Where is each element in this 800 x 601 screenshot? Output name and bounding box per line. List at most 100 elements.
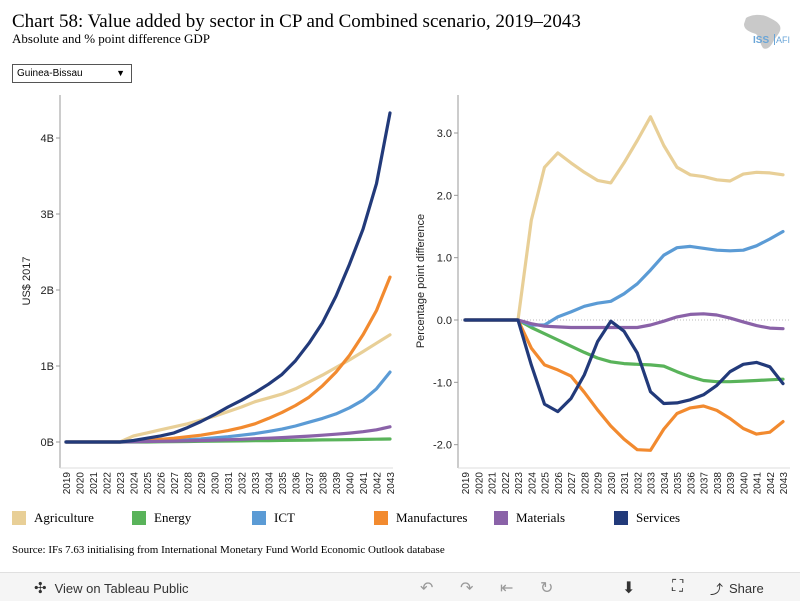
y-tick-label: 1B [41, 361, 54, 373]
share-button[interactable]: ⤴ Share [710, 579, 764, 598]
x-tick-label: 2040 [346, 472, 357, 495]
x-tick-label: 2031 [620, 472, 631, 495]
caret-down-icon: ▼ [116, 68, 125, 78]
x-tick-label: 2025 [143, 472, 154, 495]
series-line-manufactures[interactable] [463, 318, 785, 452]
x-tick-label: 2041 [753, 472, 764, 495]
view-on-tableau-link[interactable]: ✣ View on Tableau Public [34, 579, 189, 597]
x-tick-label: 2031 [224, 472, 235, 495]
series-line-agriculture[interactable] [463, 115, 785, 322]
tableau-toolbar: ✣ View on Tableau Public ↶ ↷ ⇤ ↻ ⬇ ⛶ ⤴ S… [0, 572, 800, 601]
y-tick-label: 0B [41, 437, 54, 449]
series-line-services[interactable] [463, 318, 785, 414]
x-tick-label: 2030 [211, 472, 222, 495]
x-tick-label: 2041 [359, 472, 370, 495]
x-tick-label: 2019 [62, 472, 73, 495]
x-tick-label: 2037 [700, 472, 711, 495]
x-tick-label: 2035 [673, 472, 684, 495]
x-tick-label: 2022 [501, 472, 512, 495]
x-tick-label: 2020 [474, 472, 485, 495]
x-tick-label: 2026 [554, 472, 565, 495]
x-tick-label: 2028 [580, 472, 591, 495]
x-tick-label: 2027 [170, 472, 181, 495]
x-tick-label: 2034 [660, 472, 671, 495]
legend-label: Services [636, 510, 681, 525]
x-tick-label: 2026 [157, 472, 168, 495]
x-tick-label: 2034 [265, 472, 276, 495]
x-tick-label: 2043 [386, 472, 397, 495]
legend-item-energy[interactable]: Energy [132, 510, 191, 526]
x-tick-label: 2036 [292, 472, 303, 495]
legend-label: Materials [516, 510, 566, 525]
x-tick-label: 2033 [647, 472, 658, 495]
x-tick-label: 2022 [103, 472, 114, 495]
x-tick-label: 2030 [607, 472, 618, 495]
x-tick-label: 2037 [305, 472, 316, 495]
x-tick-label: 2021 [89, 472, 100, 495]
series-line-agriculture[interactable] [64, 333, 392, 444]
source-note: Source: IFs 7.63 initialising from Inter… [12, 544, 445, 556]
series-line-manufactures[interactable] [64, 275, 392, 444]
x-tick-label: 2038 [713, 472, 724, 495]
dropdown-selected-value: Guinea-Bissau [17, 68, 83, 79]
x-tick-label: 2019 [461, 472, 472, 495]
pause-icon[interactable]: ↻ [540, 580, 554, 597]
y-tick-label: 3.0 [437, 128, 452, 140]
legend-swatch [374, 511, 388, 525]
y-tick-label: 4B [41, 133, 54, 145]
legend-swatch [252, 511, 266, 525]
x-tick-label: 2027 [567, 472, 578, 495]
x-tick-label: 2032 [633, 472, 644, 495]
revert-icon[interactable]: ⇤ [500, 580, 514, 597]
x-tick-label: 2024 [527, 472, 538, 495]
legend-item-materials[interactable]: Materials [494, 510, 565, 526]
y-tick-label: 2.0 [437, 190, 452, 202]
y-axis-title: US$ 2017 [21, 257, 33, 306]
y-axis-title: Percentage point difference [415, 214, 427, 348]
series-line-services[interactable] [64, 111, 392, 444]
y-tick-label: -2.0 [433, 440, 452, 452]
legend-label: Manufactures [396, 510, 468, 525]
legend-label: Energy [154, 510, 192, 525]
logo-text: ISS [753, 35, 769, 46]
share-label: Share [729, 581, 764, 596]
redo-icon[interactable]: ↷ [460, 580, 474, 597]
legend-item-manufactures[interactable]: Manufactures [374, 510, 467, 526]
x-tick-label: 2020 [76, 472, 87, 495]
y-tick-label: 2B [41, 285, 54, 297]
legend-item-ict[interactable]: ICT [252, 510, 295, 526]
share-icon: ⤴ [710, 582, 724, 597]
x-tick-label: 2039 [726, 472, 737, 495]
legend-swatch [132, 511, 146, 525]
x-tick-label: 2033 [251, 472, 262, 495]
iss-afi-logo: ISS AFI [744, 14, 790, 49]
download-icon[interactable]: ⬇ [622, 580, 636, 597]
x-tick-label: 2025 [541, 472, 552, 495]
legend-item-services[interactable]: Services [614, 510, 680, 526]
x-tick-label: 2028 [184, 472, 195, 495]
series-line-ict[interactable] [463, 229, 785, 327]
undo-icon[interactable]: ↶ [420, 580, 434, 597]
legend-swatch [614, 511, 628, 525]
x-tick-label: 2021 [488, 472, 499, 495]
legend-swatch [494, 511, 508, 525]
x-tick-label: 2024 [130, 472, 141, 495]
legend-item-agriculture[interactable]: Agriculture [12, 510, 94, 526]
fullscreen-icon[interactable]: ⛶ [672, 578, 684, 595]
chart-subtitle: Absolute and % point difference GDP [12, 31, 210, 46]
x-tick-label: 2036 [686, 472, 697, 495]
x-tick-label: 2032 [238, 472, 249, 495]
view-on-tableau-label: View on Tableau Public [54, 580, 189, 596]
legend-label: Agriculture [34, 510, 94, 525]
x-tick-label: 2035 [278, 472, 289, 495]
x-tick-label: 2023 [116, 472, 127, 495]
country-filter-dropdown[interactable]: Guinea-Bissau ▼ [12, 64, 132, 83]
x-tick-label: 2023 [514, 472, 525, 495]
tableau-icon: ✣ [34, 580, 47, 597]
chart-title: Chart 58: Value added by sector in CP an… [12, 11, 581, 32]
x-tick-label: 2039 [332, 472, 343, 495]
y-tick-label: -1.0 [433, 377, 452, 389]
y-tick-label: 0.0 [437, 315, 452, 327]
x-tick-label: 2042 [766, 472, 777, 495]
